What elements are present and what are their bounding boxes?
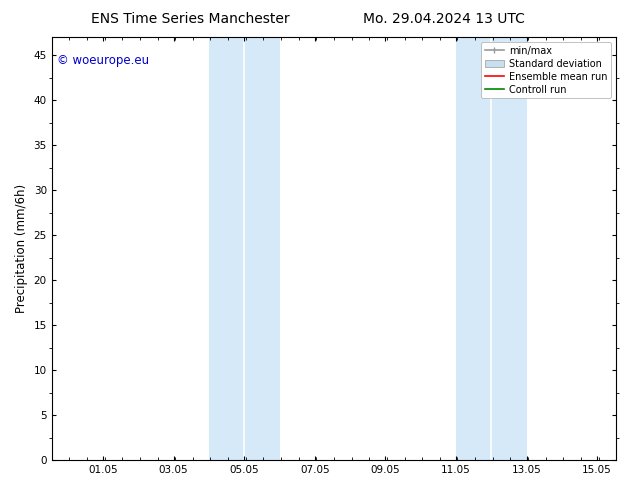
Legend: min/max, Standard deviation, Ensemble mean run, Controll run: min/max, Standard deviation, Ensemble me… [481,42,611,98]
Bar [456,37,491,460]
Text: ENS Time Series Manchester: ENS Time Series Manchester [91,12,290,26]
Bar [209,37,244,460]
Bar [491,37,526,460]
Bar [244,37,280,460]
Text: © woeurope.eu: © woeurope.eu [57,54,150,67]
Y-axis label: Precipitation (mm/6h): Precipitation (mm/6h) [15,184,28,313]
Text: Mo. 29.04.2024 13 UTC: Mo. 29.04.2024 13 UTC [363,12,525,26]
